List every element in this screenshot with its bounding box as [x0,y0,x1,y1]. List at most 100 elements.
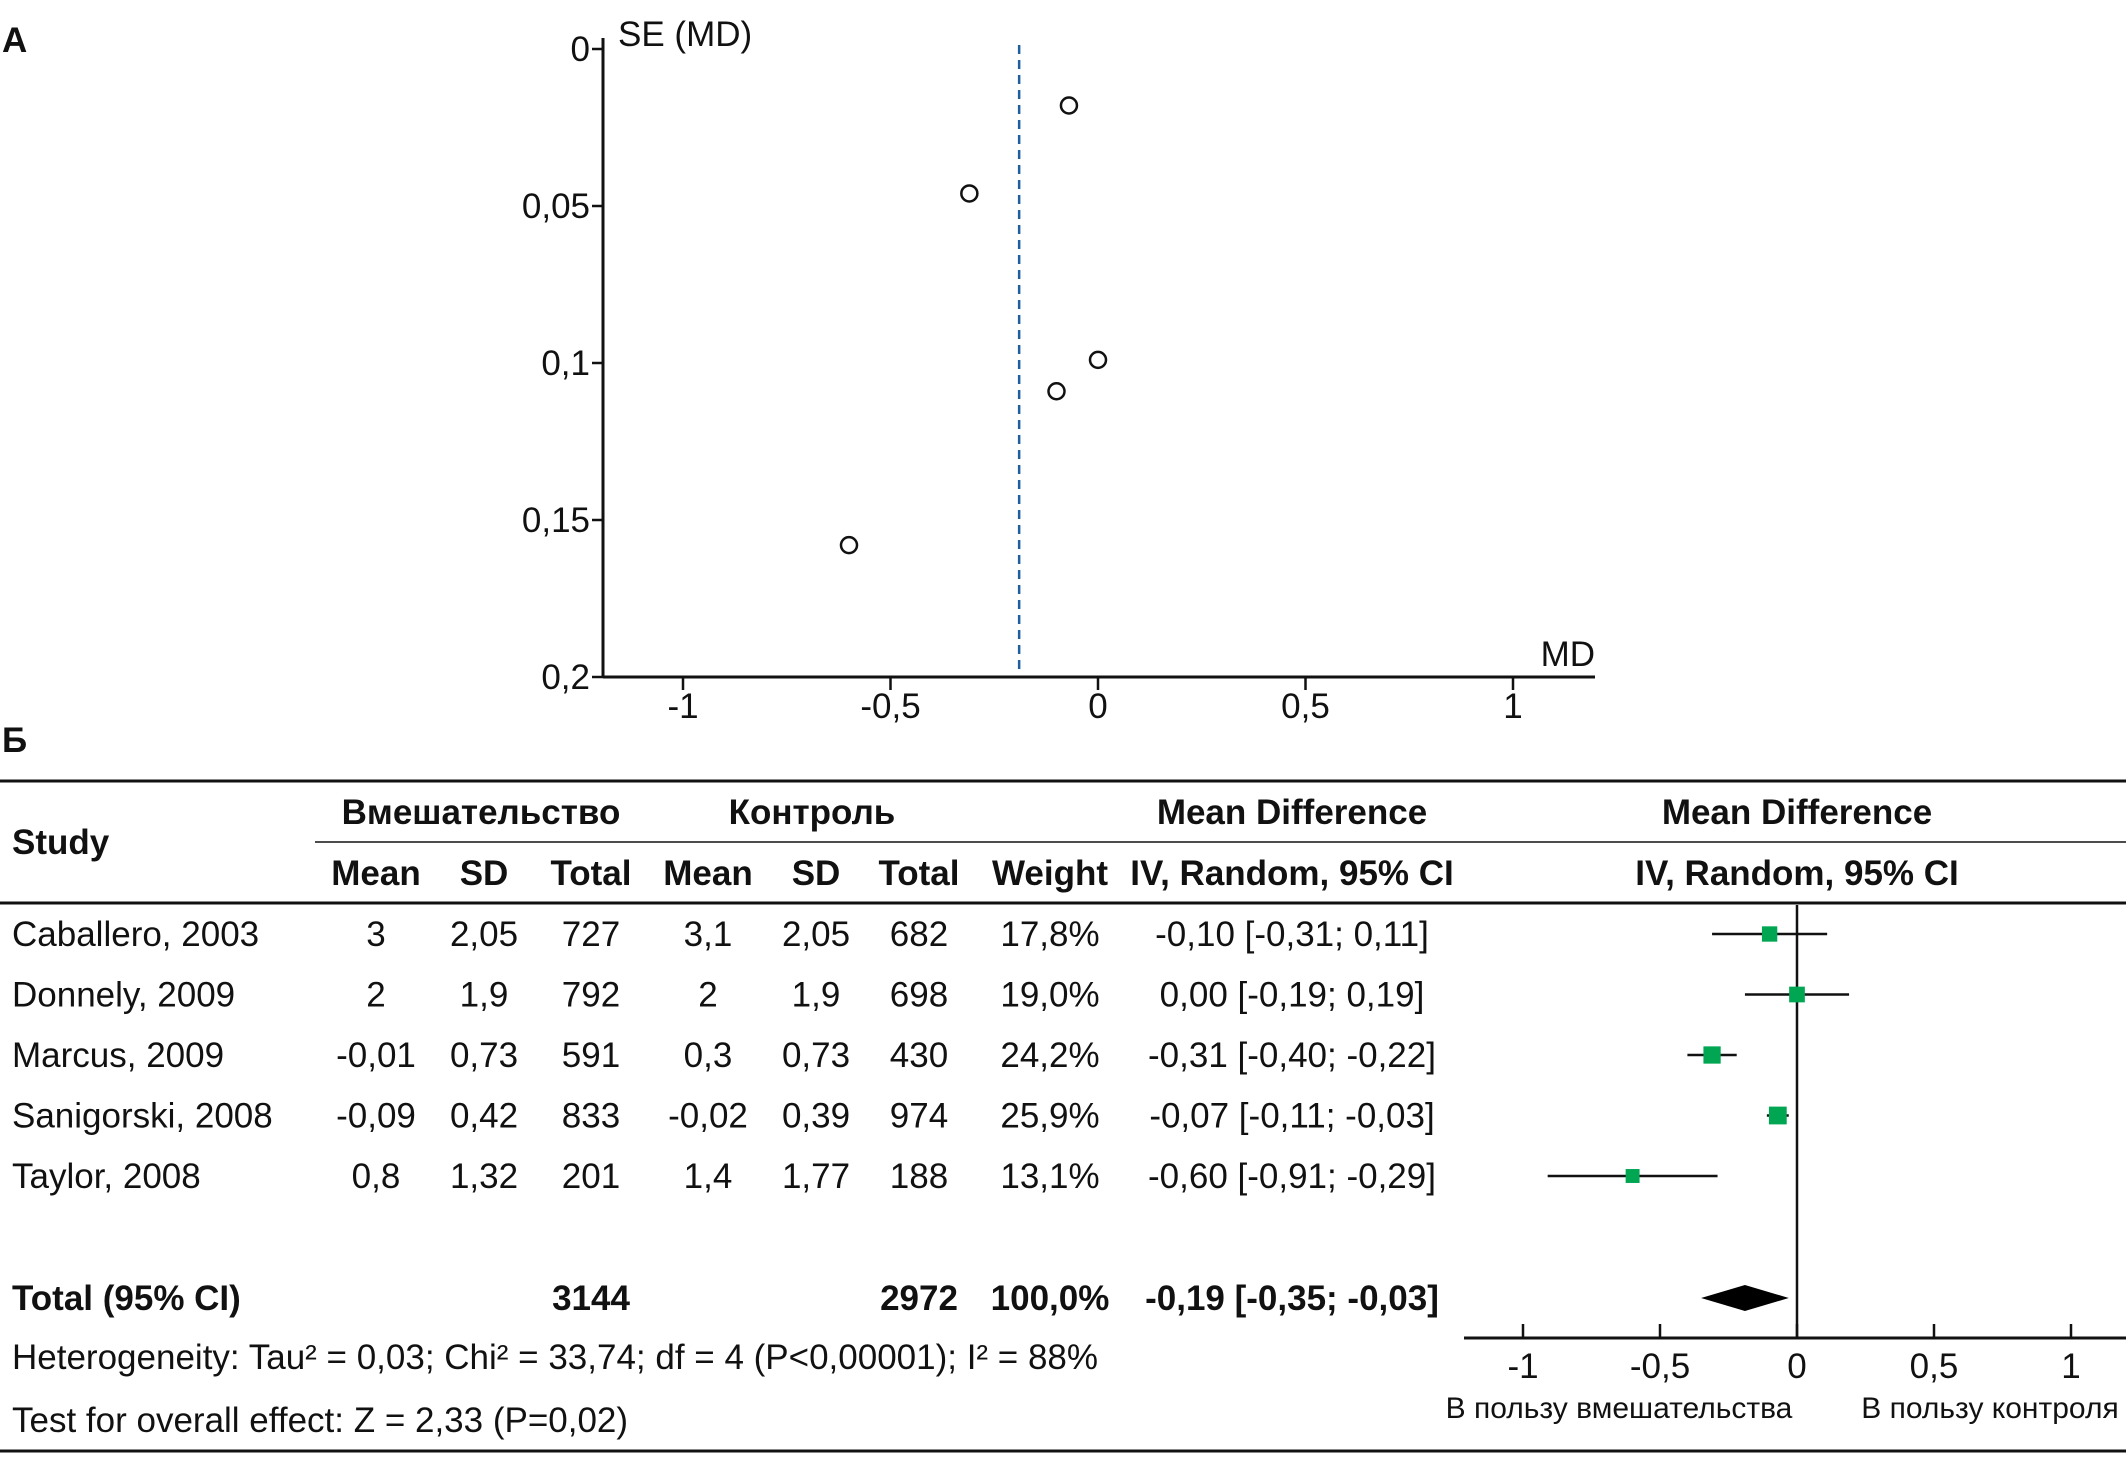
header-mean-1: Mean [331,854,420,893]
cell-weight: 19,0% [1000,976,1099,1015]
cell-n1: 792 [562,976,620,1015]
funnel-y-tick-label: 0,15 [522,501,590,540]
cell-n1: 201 [562,1157,620,1196]
effect-square [1761,926,1778,942]
header-plot-sub: IV, Random, 95% CI [1635,854,1959,893]
header-intervention: Вмешательство [342,793,621,832]
funnel-point [1047,382,1066,401]
cell-sd2: 1,9 [792,976,841,1015]
header-sd-2: SD [792,854,841,893]
overall-effect-text: Test for overall effect: Z = 2,33 (P=0,0… [12,1401,628,1440]
forest-plot: В пользу вмешательства В пользу контроля… [1446,905,2126,1425]
cell-m1: 0,8 [352,1157,401,1196]
cell-m2: 0,3 [684,1036,733,1075]
total-n1: 3144 [552,1279,630,1318]
forest-table: Study Вмешательство Контроль Mean Differ… [0,779,2126,1453]
funnel-point [960,184,979,203]
cell-m1: 2 [366,976,385,1015]
cell-ci: -0,07 [-0,11; -0,03] [1149,1097,1434,1136]
panel-label-a: А [2,21,27,60]
forest-x-tick-label: -1 [1507,1347,1538,1386]
header-total-2: Total [878,854,959,893]
cell-weight: 24,2% [1000,1036,1099,1075]
cell-n2: 430 [890,1036,948,1075]
favours-control: В пользу контроля [1861,1392,2118,1425]
cell-n1: 591 [562,1036,620,1075]
funnel-point [1088,350,1108,370]
heterogeneity-text: Heterogeneity: Tau² = 0,03; Chi² = 33,74… [12,1338,1098,1377]
cell-n1: 727 [562,915,620,954]
cell-sd1: 0,73 [450,1036,518,1075]
cell-m1: -0,09 [336,1097,416,1136]
funnel-x-tick-label: 0,5 [1281,687,1330,726]
cell-weight: 13,1% [1000,1157,1099,1196]
cell-sd2: 2,05 [782,915,850,954]
cell-weight: 25,9% [1000,1097,1099,1136]
effect-square [1768,1106,1787,1125]
cell-m2: 3,1 [684,915,733,954]
total-n2: 2972 [880,1279,958,1318]
table-row: Marcus, 2009 -0,01 0,73 591 0,3 0,73 430 24,2% -… [12,1036,1436,1075]
cell-sd2: 1,77 [782,1157,850,1196]
total-label: Total (95% CI) [12,1279,241,1318]
funnel-y-tick-label: 0,2 [541,658,590,697]
funnel-y-tick-label: 0,05 [522,187,590,226]
funnel-x-tick-label: -0,5 [860,687,920,726]
cell-sd1: 1,32 [450,1157,518,1196]
effect-square [1789,986,1805,1003]
table-row: Donnely, 2009 2 1,9 792 2 1,9 698 19,0% 0,00 [-0… [12,976,1424,1015]
header-total-1: Total [550,854,631,893]
forest-x-tick-label: 0,5 [1910,1347,1959,1386]
cell-m2: 1,4 [684,1157,733,1196]
cell-weight: 17,8% [1000,915,1099,954]
total-ci: -0,19 [-0,35; -0,03] [1145,1279,1439,1318]
funnel-y-tick-label: 0 [571,30,590,69]
cell-n2: 682 [890,915,948,954]
effect-square [1703,1046,1721,1064]
funnel-point [839,535,859,555]
funnel-y-label: SE (MD) [618,15,752,54]
funnel-x-label: MD [1541,635,1595,674]
header-mean-2: Mean [663,854,752,893]
header-md: Mean Difference [1157,793,1427,832]
cell-study: Caballero, 2003 [12,915,259,954]
header-control: Контроль [729,793,896,832]
cell-ci: -0,31 [-0,40; -0,22] [1148,1036,1436,1075]
cell-sd1: 2,05 [450,915,518,954]
table-row: Taylor, 2008 0,8 1,32 201 1,4 1,77 188 13,1% -0,… [12,1157,1436,1196]
cell-m2: 2 [698,976,717,1015]
cell-study: Sanigorski, 2008 [12,1097,273,1136]
effect-square [1625,1169,1640,1183]
funnel-plot: SE (MD) MD -1 -0,5 0 0,5 1 0 0,05 0,1 0,15 0,2 [522,15,1595,726]
forest-x-tick-label: 0 [1787,1347,1806,1386]
cell-sd1: 1,9 [460,976,509,1015]
table-row: Sanigorski, 2008 -0,09 0,42 833 -0,02 0,39 974… [12,1097,1435,1136]
cell-sd2: 0,39 [782,1097,850,1136]
cell-ci: -0,60 [-0,91; -0,29] [1148,1157,1436,1196]
cell-study: Marcus, 2009 [12,1036,224,1075]
header-study: Study [12,823,110,862]
cell-ci: -0,10 [-0,31; 0,11] [1155,915,1429,954]
cell-n2: 974 [890,1097,948,1136]
cell-ci: 0,00 [-0,19; 0,19] [1160,976,1425,1015]
funnel-x-tick-label: 0 [1088,687,1107,726]
header-md-sub: IV, Random, 95% CI [1130,854,1454,893]
funnel-x-tick-label: 1 [1503,687,1522,726]
cell-m2: -0,02 [668,1097,748,1136]
cell-n1: 833 [562,1097,620,1136]
forest-x-tick-label: -0,5 [1630,1347,1690,1386]
cell-study: Donnely, 2009 [12,976,235,1015]
funnel-point [1059,96,1079,115]
favours-intervention: В пользу вмешательства [1446,1392,1793,1425]
cell-m1: -0,01 [336,1036,416,1075]
header-weight: Weight [992,854,1108,893]
forest-x-tick-label: 1 [2061,1347,2080,1386]
cell-sd1: 0,42 [450,1097,518,1136]
pooled-diamond [1701,1285,1789,1311]
panel-label-b: Б [2,721,27,760]
cell-n2: 188 [890,1157,948,1196]
funnel-x-tick-label: -1 [667,687,698,726]
cell-study: Taylor, 2008 [12,1157,201,1196]
cell-n2: 698 [890,976,948,1015]
